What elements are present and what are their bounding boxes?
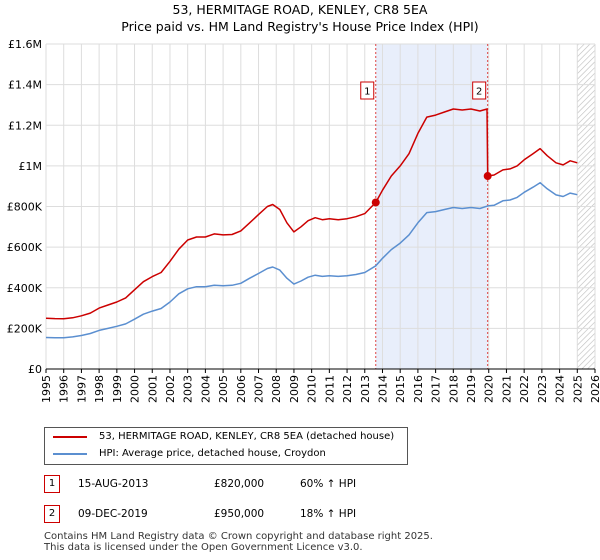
transaction-marker-1: 1 [44,475,60,493]
series-line-hpi [45,181,578,339]
x-tick-label: 2014 [376,375,389,403]
transaction-hpi: 18% ↑ HPI [300,508,357,520]
footer: Contains HM Land Registry data © Crown c… [44,531,433,553]
sale-label-box [360,81,375,100]
x-tick-label: 2007 [253,375,266,403]
x-tick-label: 2004 [199,375,212,403]
x-tick-label: 2024 [554,375,567,403]
sale-label-box [472,81,487,100]
sale-label-text: 1 [364,87,370,98]
price-chart: 1 2 £0 £200K £400K £600K £800K £1M £1.2M £1.4M £1.… [7,38,600,403]
x-tick-label: 1997 [75,375,88,403]
x-tick-label: 2016 [412,375,425,403]
x-tick-label: 2013 [359,375,372,403]
sale-point [371,198,380,207]
transaction-price: £820,000 [214,478,265,490]
sale-label-text: 2 [476,87,482,98]
footer-line-2: This data is licensed under the Open Gov… [44,542,363,553]
transaction-marker-2: 2 [44,505,60,523]
chart-title: 53, HERMITAGE ROAD, KENLEY, CR8 5EA [172,2,428,17]
y-tick-label: £1.4M [8,79,42,92]
x-tick-label: 2018 [447,375,460,403]
x-tick-label: 2000 [129,375,142,403]
x-tick-label: 2012 [341,375,354,403]
x-tick-label: 2008 [270,375,283,403]
x-tick-label: 2011 [323,375,336,403]
y-tick-label: £1M [19,160,43,173]
x-tick-label: 1999 [111,375,124,403]
sale-point [483,172,492,181]
x-tick-label: 1998 [93,375,106,403]
y-tick-label: £400K [7,282,43,295]
x-tick-label: 2003 [182,375,195,403]
x-tick-label: 2009 [288,375,301,403]
x-tick-label: 2002 [164,375,177,403]
x-tick-label: 2019 [465,375,478,403]
y-tick-label: £1.2M [8,119,42,132]
x-tick-label: 2010 [306,375,319,403]
transaction-date: 09-DEC-2019 [78,508,148,520]
x-tick-label: 2006 [235,375,248,403]
transaction-date: 15-AUG-2013 [78,478,149,490]
footer-line-1: Contains HM Land Registry data © Crown c… [44,531,433,542]
legend: 53, HERMITAGE ROAD, KENLEY, CR8 5EA (det… [44,427,408,465]
legend-swatch-property [53,436,87,438]
x-tick-label: 2025 [571,375,584,403]
legend-label-hpi: HPI: Average price, detached house, Croy… [99,448,326,459]
x-tick-label: 2005 [217,375,230,403]
legend-swatch-hpi [53,453,87,455]
chart-subtitle: Price paid vs. HM Land Registry's House … [121,19,479,34]
y-tick-label: £1.6M [8,38,42,51]
x-tick-label: 2023 [536,375,549,403]
legend-label-property: 53, HERMITAGE ROAD, KENLEY, CR8 5EA (det… [99,431,395,442]
x-tick-label: 2015 [394,375,407,403]
x-tick-label: 2026 [589,375,600,403]
y-tick-label: £0 [28,363,42,376]
y-tick-label: £800K [7,201,43,214]
x-tick-label: 1995 [40,375,53,403]
x-tick-label: 2022 [518,375,531,403]
x-tick-label: 1996 [58,375,71,403]
y-tick-label: £600K [7,241,43,254]
transaction-price: £950,000 [214,508,265,520]
transaction-hpi: 60% ↑ HPI [300,478,357,490]
x-tick-label: 2001 [146,375,159,403]
y-tick-label: £200K [7,322,43,335]
x-tick-label: 2017 [430,375,443,403]
x-tick-label: 2020 [483,375,496,403]
series-line-property [45,108,578,320]
x-tick-label: 2021 [500,375,513,403]
